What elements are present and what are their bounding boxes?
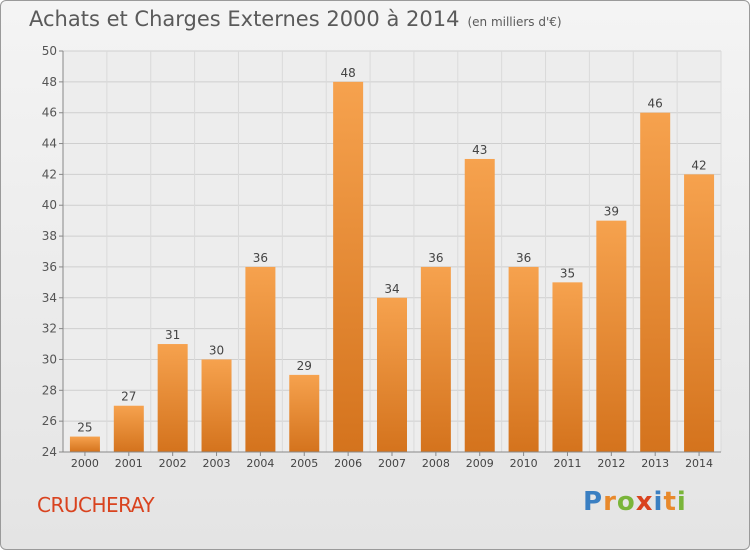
x-tick-label: 2003: [203, 457, 231, 470]
bar: [552, 282, 583, 452]
bar-value-label: 31: [165, 328, 180, 342]
chart-title: Achats et Charges Externes 2000 à 2014 (e…: [29, 7, 562, 31]
y-tick-label: 28: [42, 383, 57, 397]
bar: [157, 344, 188, 452]
x-tick-label: 2008: [422, 457, 450, 470]
bar-value-label: 43: [472, 143, 487, 157]
y-tick-label: 24: [42, 445, 57, 459]
logo-letter: t: [663, 487, 677, 517]
y-tick-label: 38: [42, 229, 57, 243]
chart-subtitle: (en milliers d'€): [467, 15, 562, 29]
bar-value-label: 34: [384, 282, 399, 296]
bar: [508, 266, 539, 452]
bar-value-label: 36: [516, 251, 531, 265]
x-tick-label: 2010: [510, 457, 538, 470]
y-tick-label: 42: [42, 167, 57, 181]
logo-letter: r: [603, 487, 617, 517]
bar: [333, 81, 364, 452]
proxiti-logo[interactable]: Proxiti: [583, 487, 687, 517]
commune-name: CRUCHERAY: [37, 493, 155, 517]
bar: [420, 266, 451, 452]
y-tick-label: 46: [42, 106, 57, 120]
bars: 25 27 31 30 36 29 48 34 36 43 36 35 39 46 42: [69, 66, 715, 452]
logo-letter: P: [583, 487, 604, 517]
bar-value-label: 29: [297, 359, 312, 373]
bar-value-label: 48: [340, 66, 355, 80]
y-tick-label: 34: [42, 291, 57, 305]
x-tick-label: 2006: [334, 457, 362, 470]
bar: [377, 297, 407, 452]
bar: [201, 359, 232, 452]
bar: [113, 405, 144, 452]
bar-value-label: 36: [253, 251, 268, 265]
logo-letter: o: [616, 487, 636, 517]
bar-value-label: 35: [560, 266, 575, 280]
bar: [640, 112, 671, 452]
x-tick-label: 2000: [71, 457, 99, 470]
x-tick-label: 2001: [115, 457, 143, 470]
x-tick-label: 2005: [290, 457, 318, 470]
x-tick-label: 2004: [246, 457, 274, 470]
y-tick-label: 30: [42, 352, 57, 366]
x-tick-label: 2002: [159, 457, 187, 470]
x-tick-label: 2014: [685, 457, 713, 470]
y-tick-label: 40: [42, 198, 57, 212]
x-tick-label: 2007: [378, 457, 406, 470]
bar: [684, 174, 715, 452]
bar: [245, 266, 276, 452]
bar: [69, 436, 100, 452]
bar-value-label: 42: [691, 158, 706, 172]
y-tick-label: 26: [42, 414, 57, 428]
logo-letter: i: [653, 487, 664, 517]
x-tick-label: 2011: [553, 457, 581, 470]
bar: [289, 374, 320, 452]
logo-letter: i: [676, 487, 687, 517]
y-tick-label: 32: [42, 322, 57, 336]
y-tick-label: 50: [42, 44, 57, 58]
bar: [464, 158, 495, 452]
bar-value-label: 39: [604, 205, 619, 219]
y-tick-label: 44: [42, 137, 57, 151]
bar-value-label: 27: [121, 390, 136, 404]
chart-title-text: Achats et Charges Externes 2000 à 2014: [29, 7, 460, 31]
bar: [596, 220, 627, 452]
x-tick-label: 2012: [597, 457, 625, 470]
bar-value-label: 46: [648, 97, 663, 111]
axes: 24 26 28 30 32 34 36 38 40 42 44 46 48 50 2000 2001 2002…: [42, 44, 721, 470]
bar-value-label: 36: [428, 251, 443, 265]
y-tick-label: 36: [42, 260, 57, 274]
logo-letter: x: [635, 487, 654, 517]
bar-value-label: 30: [209, 343, 224, 357]
x-tick-label: 2013: [641, 457, 669, 470]
y-tick-label: 48: [42, 75, 57, 89]
x-tick-label: 2009: [466, 457, 494, 470]
bar-value-label: 25: [77, 421, 92, 435]
